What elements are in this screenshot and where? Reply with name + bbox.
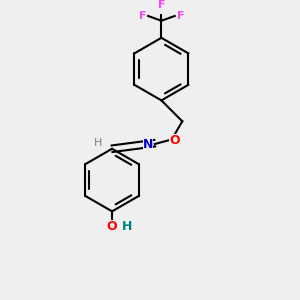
Text: H: H — [94, 138, 102, 148]
Text: F: F — [177, 11, 184, 21]
Text: O: O — [107, 220, 117, 233]
Text: N: N — [143, 137, 153, 151]
Text: F: F — [139, 11, 146, 21]
Text: O: O — [169, 134, 180, 147]
Text: F: F — [158, 0, 165, 10]
Text: H: H — [122, 220, 132, 233]
